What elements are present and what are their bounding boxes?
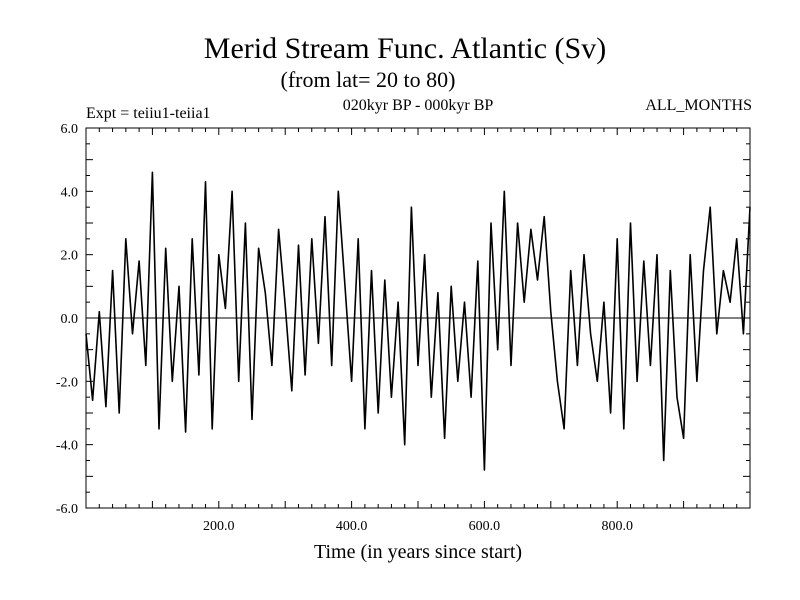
chart-subtitle: (from lat= 20 to 80) [281, 67, 456, 92]
y-tick-label: 4.0 [61, 185, 79, 200]
months-label: ALL_MONTHS [645, 97, 752, 114]
series-line [85, 171, 751, 471]
y-tick-label: -4.0 [56, 439, 78, 454]
y-tick-label: 6.0 [61, 122, 79, 137]
y-tick-label: 0.0 [61, 312, 79, 327]
y-tick-label: -2.0 [56, 375, 78, 390]
period-label: 020kyr BP - 000kyr BP [343, 97, 494, 114]
x-tick-label: 800.0 [601, 519, 633, 534]
chart-title: Merid Stream Func. Atlantic (Sv) [204, 32, 606, 65]
x-axis-label: Time (in years since start) [314, 541, 522, 563]
y-tick-label: 2.0 [61, 249, 79, 264]
plot-frame [85, 127, 751, 509]
x-tick-labels: 200.0 400.0 600.0 800.0 [203, 519, 633, 534]
x-tick-label: 600.0 [469, 519, 501, 534]
y-tick-label: -6.0 [56, 502, 78, 517]
experiment-label: Expt = teiiu1-teiia1 [86, 105, 211, 122]
x-tick-label: 200.0 [203, 519, 235, 534]
x-tick-label: 400.0 [336, 519, 368, 534]
y-tick-labels: -6.0 -4.0 -2.0 0.0 2.0 4.0 6.0 [56, 122, 78, 517]
